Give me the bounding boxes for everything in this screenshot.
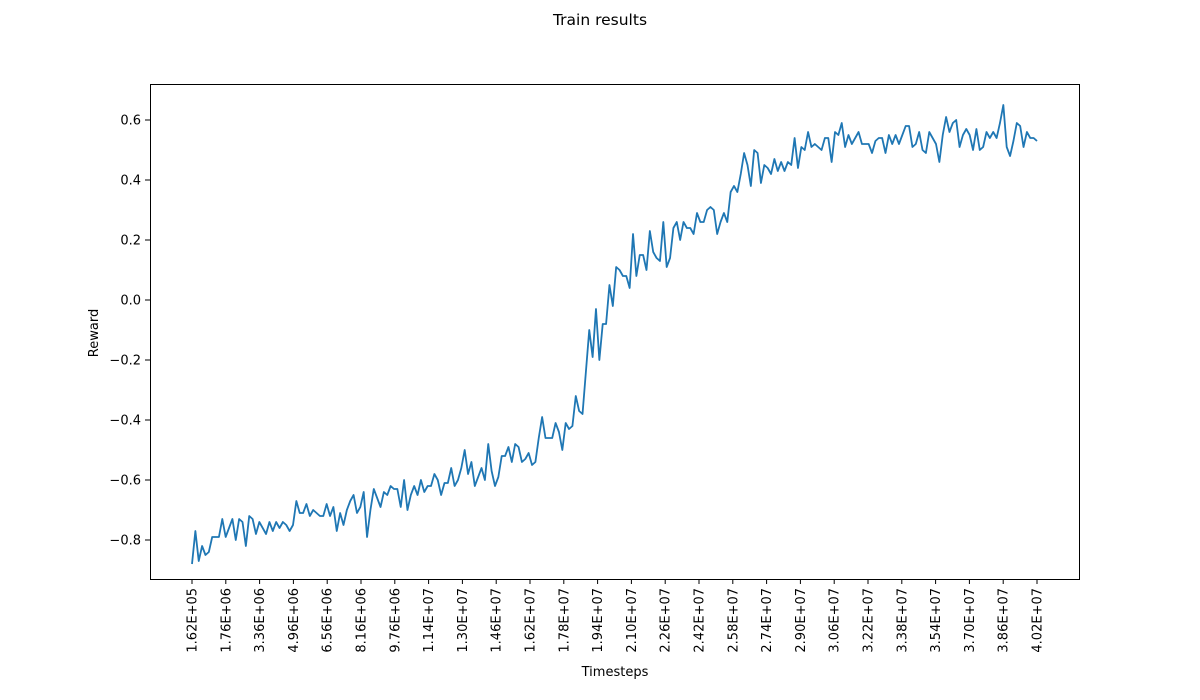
y-tick-label: −0.6 bbox=[109, 474, 141, 489]
x-tick-label: 3.86E+07 bbox=[997, 588, 1012, 653]
x-tick-label: 3.22E+07 bbox=[862, 588, 877, 653]
x-tick-label: 1.14E+07 bbox=[422, 588, 437, 653]
y-tick-label: −0.2 bbox=[109, 354, 141, 369]
x-tick-label: 2.74E+07 bbox=[760, 588, 775, 653]
x-tick-label: 6.56E+06 bbox=[321, 588, 336, 653]
x-tick-label: 1.94E+07 bbox=[591, 588, 606, 653]
x-tick-label: 9.76E+06 bbox=[388, 588, 403, 653]
x-axis: 1.62E+05 1.76E+06 3.36E+06 4.96E+06 6.56E+06… bbox=[186, 579, 1046, 653]
x-tick-label: 1.30E+07 bbox=[456, 588, 471, 653]
x-tick-label: 3.06E+07 bbox=[828, 588, 843, 653]
plot-frame bbox=[150, 84, 1080, 580]
y-tick-label: −0.8 bbox=[109, 534, 141, 549]
x-tick-label: 1.62E+07 bbox=[524, 588, 539, 653]
x-tick-label: 2.58E+07 bbox=[726, 588, 741, 653]
x-tick-label: 4.02E+07 bbox=[1031, 588, 1046, 653]
y-axis: −0.8 −0.6 −0.4 −0.2 0.0 0.2 0.4 0.6 bbox=[109, 114, 150, 549]
x-tick-label: 1.46E+07 bbox=[490, 588, 505, 653]
x-tick-label: 1.76E+06 bbox=[219, 588, 234, 653]
x-axis-label: Timesteps bbox=[581, 665, 649, 680]
x-tick-label: 2.10E+07 bbox=[625, 588, 640, 653]
y-tick-label: 0.6 bbox=[120, 114, 141, 129]
x-tick-label: 3.36E+06 bbox=[253, 588, 268, 653]
x-tick-label: 2.90E+07 bbox=[794, 588, 809, 653]
x-tick-label: 8.16E+06 bbox=[355, 588, 370, 653]
chart-title: Train results bbox=[552, 11, 647, 29]
x-tick-label: 3.70E+07 bbox=[963, 588, 978, 653]
x-tick-label: 4.96E+06 bbox=[287, 588, 302, 653]
x-tick-label: 1.78E+07 bbox=[557, 588, 572, 653]
series-layer bbox=[191, 104, 1038, 565]
x-tick-label: 2.26E+07 bbox=[659, 588, 674, 653]
x-tick-label: 2.42E+07 bbox=[693, 588, 708, 653]
x-tick-label: 1.62E+05 bbox=[186, 588, 201, 653]
reward-series-line bbox=[191, 104, 1038, 565]
y-tick-label: 0.0 bbox=[120, 294, 141, 309]
x-tick-label: 3.54E+07 bbox=[929, 588, 944, 653]
y-tick-label: −0.4 bbox=[109, 414, 141, 429]
y-tick-label: 0.4 bbox=[120, 174, 141, 189]
y-axis-label: Reward bbox=[87, 309, 102, 357]
y-tick-label: 0.2 bbox=[120, 234, 141, 249]
x-tick-label: 3.38E+07 bbox=[895, 588, 910, 653]
